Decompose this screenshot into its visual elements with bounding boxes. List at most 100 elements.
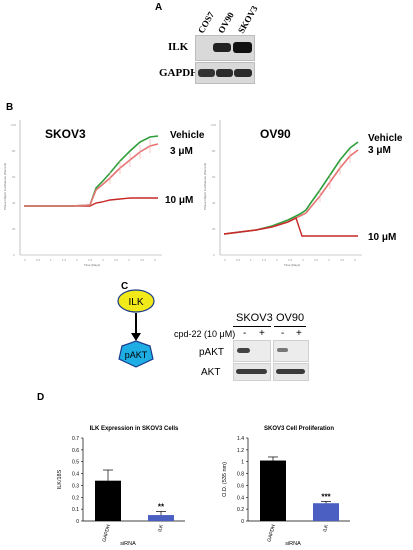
svg-text:60: 60: [212, 175, 216, 179]
y-axis-label: O.D. (535 nm): [222, 462, 228, 497]
band-gapdh-cos7: [198, 69, 215, 77]
y-tick-label: 0.2: [72, 495, 79, 501]
y-tick-label: 0.7: [72, 436, 79, 442]
svg-text:100: 100: [211, 123, 216, 127]
svg-text:0.5: 0.5: [36, 258, 41, 262]
chart-title: OV90: [260, 127, 291, 141]
cell-line-skov3: SKOV3: [236, 312, 273, 324]
svg-text:40: 40: [12, 201, 16, 205]
panel-b-letter: B: [6, 102, 14, 113]
svg-text:4.5: 4.5: [340, 258, 345, 262]
chart-cell-proliferation: SKOV3 Cell Proliferation 0 0.2 0.4 0.6 0.8 1 1.…: [222, 426, 350, 547]
label-10um: 10 μM: [165, 195, 193, 206]
svg-text:2: 2: [276, 258, 278, 262]
y-tick-label: 0.8: [237, 472, 244, 478]
chart-title: ILK Expression in SKOV3 Cells: [90, 426, 179, 432]
svg-text:80: 80: [212, 149, 216, 153]
x-axis-label: siRNA: [285, 541, 301, 547]
y-tick-label: 0.6: [237, 483, 244, 489]
bar-ilk: [313, 503, 339, 521]
panel-a-letter: A: [155, 2, 163, 13]
svg-text:1: 1: [250, 258, 252, 262]
x-axis-label: Time (Days): [84, 263, 100, 267]
category-label: GAPDH: [267, 524, 277, 543]
svg-text:1.5: 1.5: [62, 258, 67, 262]
svg-text:100: 100: [11, 123, 16, 127]
band-gapdh-skov3: [234, 69, 252, 77]
y-axis-label: Phase Object Confluence (Percent): [3, 163, 7, 210]
svg-text:3: 3: [102, 258, 104, 262]
svg-text:3.5: 3.5: [314, 258, 319, 262]
svg-text:3: 3: [302, 258, 304, 262]
svg-text:20: 20: [12, 227, 16, 231]
svg-text:3.5: 3.5: [114, 258, 119, 262]
chart-ilk-expression: ILK Expression in SKOV3 Cells 0 0.1 0.2 0.3 0…: [57, 426, 185, 547]
svg-text:0: 0: [224, 258, 226, 262]
series-3um: [24, 143, 159, 207]
lane-label-cos7: COS7: [196, 10, 217, 35]
blot-pakt-ov90: [273, 340, 309, 362]
error-bars: [319, 149, 351, 202]
significance-marker: ***: [321, 492, 331, 501]
series-10um: [223, 217, 358, 237]
label-3um: 3 μM: [368, 145, 391, 156]
pakt-node-label: pAKT: [125, 350, 148, 360]
y-axis-label: Phase Object Confluence (Percent): [203, 163, 207, 210]
blot-gapdh: [195, 62, 255, 84]
blot-ilk: [195, 35, 255, 61]
bar-ilk: [148, 515, 174, 521]
cell-line-ov90-underline: [274, 326, 306, 327]
blot-label-ilk: ILK: [168, 41, 189, 53]
svg-text:5: 5: [354, 258, 356, 262]
y-axis-label: ILK/18S: [57, 469, 63, 489]
blot-label-pakt: pAKT: [199, 347, 225, 358]
svg-text:0: 0: [24, 258, 26, 262]
svg-text:60: 60: [12, 175, 16, 179]
svg-text:4.5: 4.5: [140, 258, 145, 262]
svg-text:2.5: 2.5: [288, 258, 293, 262]
svg-text:2.5: 2.5: [88, 258, 93, 262]
band-akt-ov90: [276, 369, 305, 374]
y-tick-label: 0.2: [237, 507, 244, 513]
svg-text:0.5: 0.5: [236, 258, 241, 262]
cell-line-ov90: OV90: [276, 312, 305, 324]
blot-akt-skov3: [233, 363, 271, 381]
bar-gapdh: [260, 460, 286, 521]
svg-text:1.5: 1.5: [262, 258, 267, 262]
y-tick-label: 1.2: [237, 448, 244, 454]
significance-marker: **: [158, 503, 165, 512]
sign-ov90-plus: +: [296, 328, 302, 339]
sign-skov3-minus: -: [243, 328, 247, 339]
blot-akt-ov90: [273, 363, 309, 381]
panel-d-letter: D: [37, 392, 45, 403]
chart-title: SKOV3: [45, 127, 86, 141]
lane-label-skov3: SKOV3: [236, 4, 260, 35]
band-gapdh-ov90: [216, 69, 233, 77]
svg-text:4: 4: [328, 258, 330, 262]
y-tick-label: 0: [241, 519, 244, 525]
chart-ov90-confluence: 0 0.5 1 1.5 2 2.5 3 3.5 4 4.5 5 0 20 40 60 80 100 OV…: [203, 120, 403, 267]
svg-text:5: 5: [154, 258, 156, 262]
svg-text:0: 0: [13, 253, 15, 257]
band-akt-skov3: [236, 369, 267, 374]
svg-text:80: 80: [12, 149, 16, 153]
band-pakt-ov90: [277, 348, 288, 352]
label-vehicle: Vehicle: [170, 130, 205, 141]
blot-label-akt: AKT: [201, 367, 221, 378]
y-tick-label: 0.4: [72, 472, 79, 478]
x-ticks: 0 0.5 1 1.5 2 2.5 3 3.5 4 4.5 5: [224, 258, 356, 262]
x-axis-label: Time (Days): [284, 263, 300, 267]
y-ticks: 0 20 40 60 80 100: [211, 123, 216, 257]
ilk-node: [117, 289, 155, 313]
label-10um: 10 μM: [368, 232, 396, 243]
band-ilk-skov3: [233, 42, 252, 53]
y-tick-label: 0.4: [237, 495, 244, 501]
svg-text:40: 40: [212, 201, 216, 205]
cell-line-skov3-underline: [233, 326, 271, 327]
y-tick-label: 0.3: [72, 483, 79, 489]
chart-title: SKOV3 Cell Proliferation: [264, 426, 334, 432]
treatment-label: cpd-22 (10 μM): [174, 329, 236, 339]
label-vehicle: Vehicle: [368, 133, 403, 144]
svg-text:20: 20: [212, 227, 216, 231]
y-tick-label: 0.6: [72, 448, 79, 454]
